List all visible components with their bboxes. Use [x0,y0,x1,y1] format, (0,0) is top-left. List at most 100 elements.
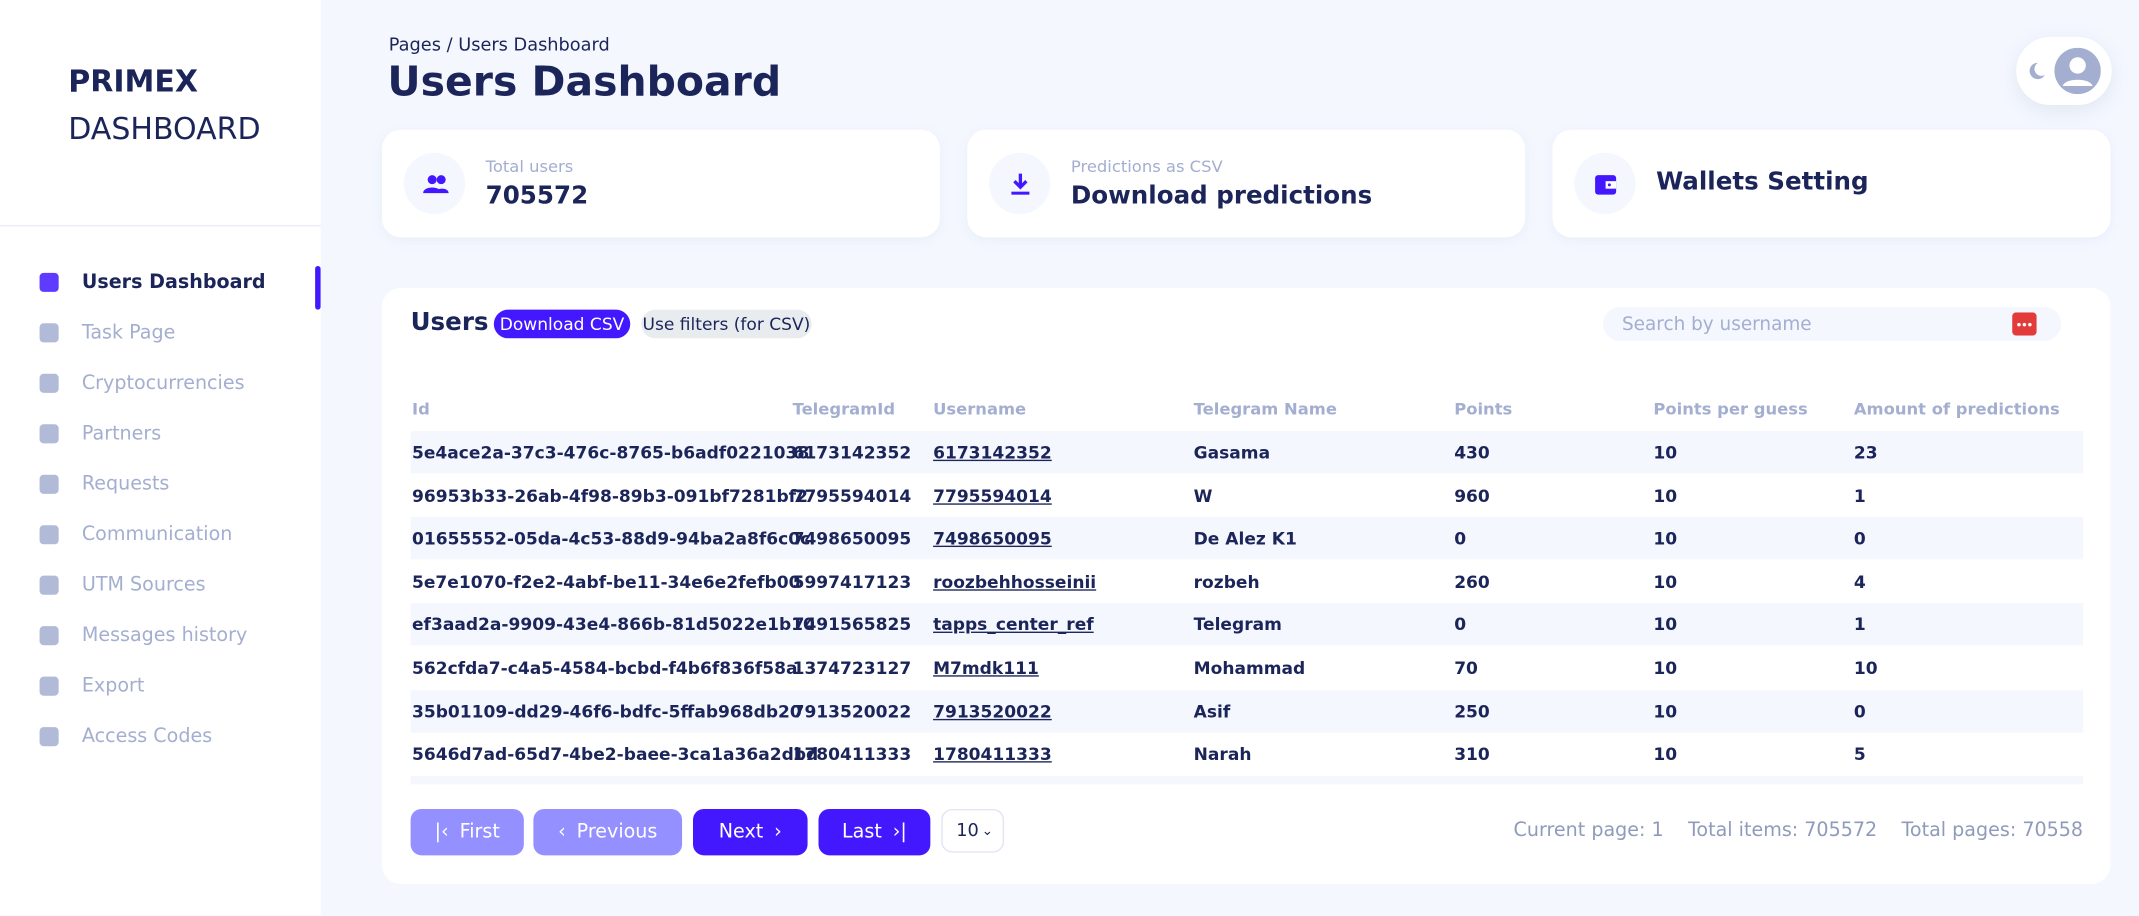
nav-label: Users Dashboard [81,271,266,294]
username-link[interactable]: M7mdk111 [933,657,1039,678]
username-link[interactable]: 1780411333 [933,743,1052,765]
username-link[interactable]: 6173142352 [933,441,1052,463]
cell: 7795594014 [792,485,912,506]
cell: 260 [1454,571,1490,592]
username-link[interactable]: tapps_center_ref [933,614,1094,635]
search-box[interactable]: Search by username [1602,306,2062,342]
download-csv-button[interactable]: Download CSV [493,309,631,339]
crumb[interactable]: Pages [388,35,441,56]
cell: 250 [1454,700,1490,722]
card-value: Wallets Setting [1656,167,1869,197]
next-button[interactable]: Next › [692,808,808,856]
cell: 1780411333 [792,743,912,765]
column-header: TelegramId [792,399,896,419]
cell: 10 [1853,657,1878,678]
card-label: Total users [485,156,574,176]
total-items: Total items: 705572 [1687,819,1878,842]
username-link[interactable]: 7795594014 [933,485,1052,506]
brand: DASHBOARD [68,113,261,148]
cell: 70 [1454,657,1478,678]
nav-item[interactable]: Access Codes [35,720,212,753]
nav-icon [39,727,59,747]
cell: 10 [1653,743,1678,765]
row-stripe [410,517,2084,560]
cell: 10 [1653,700,1678,722]
cell: 310 [1454,743,1490,765]
nav-icon [39,424,59,444]
nav-label: UTM Sources [81,574,206,597]
cell: 1374723127 [792,657,912,678]
nav-icon [39,626,59,646]
cell: 7491565825 [792,614,912,635]
cell: 23 [1853,441,1878,463]
nav-label: Cryptocurrencies [81,372,245,395]
row-stripe [410,431,2084,474]
nav-item[interactable]: Export [35,670,144,703]
cell: 5e7e1070-f2e2-4abf-be11-34e6e2fefb00 [411,571,801,592]
cell: 430 [1454,441,1490,463]
username-link[interactable]: 7913520022 [933,700,1052,722]
cell: 5646d7ad-65d7-4be2-baee-3ca1a36a2dbd [411,743,819,765]
column-header: Points per guess [1653,399,1808,419]
label: Last [842,821,882,844]
cell: 0 [1853,528,1866,549]
cell: Narah [1193,743,1252,765]
cell: 5e4ace2a-37c3-476c-8765-b6adf0221038 [411,441,810,463]
dark-mode-toggle[interactable] [2027,61,2046,80]
cell: 10 [1653,441,1678,463]
cell: 10 [1653,528,1678,549]
nav-label: Export [81,675,145,698]
avatar[interactable] [2054,47,2101,95]
nav-item[interactable]: Messages history [35,619,247,652]
nav-icon [39,373,59,393]
previous-button[interactable]: ‹ Previous [533,808,683,856]
nav-icon [39,525,59,545]
cell: 1 [1853,485,1866,506]
filters-button[interactable]: Use filters (for CSV) [641,309,812,339]
nav-icon [39,575,59,595]
nav-icon [39,323,59,343]
nav-item[interactable]: Requests [35,468,169,501]
column-header: Amount of predictions [1853,399,2060,419]
page-size-select[interactable]: 10 ⌄ [941,808,1005,853]
breadcrumb: Pages / Users Dashboard [389,35,610,55]
card-icon [403,152,466,215]
first-button[interactable]: |‹ First [410,808,524,856]
cell: 7913520022 [792,700,912,722]
extension-icon[interactable] [2012,312,2037,336]
user-widget [2016,36,2112,106]
scrollbar [410,776,2084,785]
cell: 10 [1653,571,1678,592]
cell: Telegram [1193,614,1282,635]
nav-item[interactable]: Communication [35,518,232,551]
username-link[interactable]: 7498650095 [933,528,1052,549]
nav-icon [39,676,59,696]
nav-label: Access Codes [81,725,213,748]
last-button[interactable]: Last ›| [818,808,931,856]
page-size: 10 [956,821,979,842]
nav-item[interactable]: Partners [35,417,161,450]
column-header: Points [1454,399,1513,419]
nav-item[interactable]: Cryptocurrencies [35,367,245,400]
username-link[interactable]: roozbehhosseinii [933,571,1097,592]
cell: Mohammad [1193,657,1306,678]
card-label: Predictions as CSV [1070,156,1223,176]
page-title: Users Dashboard [387,58,782,107]
card-value: 705572 [485,181,589,211]
cell: 960 [1454,485,1490,506]
nav-item[interactable]: UTM Sources [35,569,206,602]
label: First [459,821,500,844]
nav-item[interactable]: Task Page [35,316,175,349]
cell: Gasama [1193,441,1271,463]
nav-label: Task Page [81,321,176,344]
stat-card[interactable]: Wallets Setting [1552,129,2111,238]
cell: 10 [1653,485,1678,506]
total-pages: Total pages: 70558 [1901,819,2084,842]
cell: 0 [1454,614,1467,635]
stat-card[interactable]: Predictions as CSV Download predictions [967,129,1526,238]
nav-item[interactable]: Users Dashboard [35,266,266,299]
cell: W [1193,485,1213,506]
divider [0,225,321,227]
table-title: Users [410,308,489,337]
